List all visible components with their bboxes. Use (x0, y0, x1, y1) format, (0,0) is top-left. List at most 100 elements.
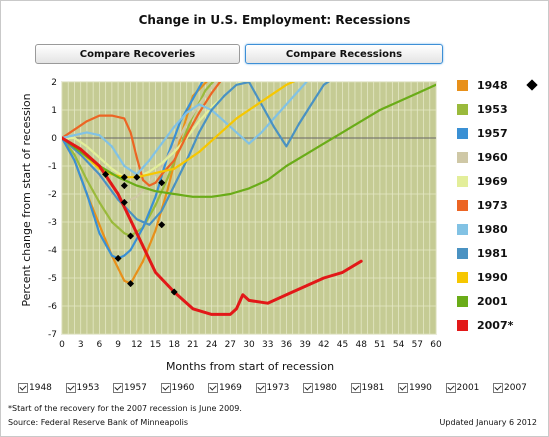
legend-swatch (457, 295, 468, 307)
checkbox-check-icon[interactable] (113, 383, 123, 393)
checkbox-label: 1990 (409, 383, 432, 393)
checkbox-1948[interactable]: 1948 (18, 383, 52, 393)
legend-swatch (457, 319, 468, 331)
legend-label: 1953 (477, 102, 508, 116)
checkbox-label: 1953 (76, 383, 100, 393)
legend-swatch (457, 79, 468, 91)
legend-item-1969[interactable]: 1969 (457, 174, 508, 188)
x-tick-label: 45 (337, 340, 348, 350)
trough-marker-1948 (127, 280, 135, 288)
legend-item-2007[interactable]: 2007* (457, 318, 513, 332)
legend-item-1981[interactable]: 1981 (457, 246, 508, 260)
y-tick-label: -3 (48, 218, 57, 228)
chart-title: Change in U.S. Employment: Recessions (138, 13, 411, 27)
legend-item-1990[interactable]: 1990 (457, 270, 508, 284)
checkbox-2007[interactable]: 2007 (493, 383, 527, 393)
checkbox-label: 1969 (219, 383, 242, 393)
legend-swatch (457, 271, 468, 283)
legend-label: 1948 (477, 78, 508, 92)
x-tick-label: 54 (393, 340, 405, 350)
checkbox-label: 2001 (456, 383, 480, 393)
checkbox-check-icon[interactable] (208, 383, 218, 393)
x-tick-label: 27 (225, 340, 236, 350)
checkbox-1981[interactable]: 1981 (350, 383, 384, 393)
compare-recoveries-button[interactable]: Compare Recoveries (35, 44, 240, 64)
x-tick-label: 3 (78, 340, 84, 350)
checkbox-1969[interactable]: 1969 (208, 383, 242, 393)
y-axis-label: Percent change from start of recession (20, 93, 33, 306)
trough-marker-2007 (170, 288, 178, 296)
compare-recessions-button[interactable]: Compare Recessions (245, 44, 443, 64)
checkbox-check-icon[interactable] (350, 383, 361, 393)
trough-marker-1960 (120, 198, 128, 206)
y-tick-label: -7 (48, 330, 57, 340)
x-tick-label: 18 (168, 340, 180, 350)
legend-label: 1960 (477, 150, 508, 164)
legend-swatch (457, 223, 468, 235)
y-tick-label: -6 (48, 302, 57, 312)
legend-swatch (457, 199, 468, 211)
checkbox-check-icon[interactable] (65, 383, 76, 393)
updated-date: Updated January 6 2012 (439, 418, 537, 427)
legend-item-1980[interactable]: 1980 (457, 222, 508, 236)
y-tick-label: 2 (51, 78, 57, 88)
checkbox-1957[interactable]: 1957 (113, 383, 147, 393)
footnote: *Start of the recovery for the 2007 rece… (8, 404, 242, 413)
trough-marker-1990 (120, 173, 128, 181)
x-tick-label: 6 (97, 340, 103, 350)
checkbox-label: 2007 (504, 383, 527, 393)
y-tick-label: 0 (51, 134, 57, 144)
checkbox-1973[interactable]: 1973 (255, 383, 290, 393)
legend-label: 1990 (477, 270, 508, 284)
trough-marker-1980 (102, 170, 110, 178)
checkbox-label: 1948 (29, 383, 52, 393)
series-line-2007 (62, 136, 363, 316)
checkbox-check-icon[interactable] (493, 383, 503, 393)
series-line-1980 (62, 82, 308, 176)
legend-label: 1969 (477, 174, 508, 188)
x-axis-label: Months from start of recession (166, 360, 334, 373)
y-tick-label: 1 (51, 106, 57, 116)
trough-marker-1973 (158, 179, 166, 187)
checkbox-1953[interactable]: 1953 (65, 383, 100, 393)
y-tick-label: -4 (48, 246, 57, 256)
checkbox-check-icon[interactable] (445, 383, 456, 393)
legend-item-1948[interactable]: 1948 (457, 78, 508, 92)
checkbox-1990[interactable]: 1990 (398, 383, 432, 393)
checkbox-check-icon[interactable] (398, 383, 408, 393)
x-tick-label: 57 (412, 340, 423, 350)
x-tick-label: 24 (206, 340, 218, 350)
x-tick-labels: 0 3 6 9 12 15 18 21 24 27 30 33 36 39 42 45 48 51 54 57 60 (59, 340, 442, 350)
checkbox-check-icon[interactable] (18, 383, 28, 393)
legend-label: 2007* (477, 318, 514, 332)
legend-item-1973[interactable]: 1973 (457, 198, 508, 212)
x-tick-label: 39 (299, 340, 311, 350)
legend-swatch (457, 103, 468, 115)
grid-lines (61, 81, 437, 335)
series-lines (62, 82, 436, 316)
y-tick-label: -1 (48, 162, 57, 172)
checkbox-label: 1973 (266, 383, 290, 393)
checkbox-2001[interactable]: 2001 (445, 383, 480, 393)
checkbox-1980[interactable]: 1980 (303, 383, 337, 393)
checkbox-check-icon[interactable] (160, 383, 171, 393)
legend-label: 1957 (477, 126, 508, 140)
trough-marker-2001 (120, 182, 128, 190)
x-tick-label: 9 (115, 340, 121, 350)
y-tick-label: -2 (48, 190, 57, 200)
legend-item-2001[interactable]: 2001 (457, 294, 508, 308)
legend-item-1953[interactable]: 1953 (457, 102, 508, 116)
legend-label: 2001 (477, 294, 508, 308)
x-tick-label: 36 (281, 340, 293, 350)
legend-item-1960[interactable]: 1960 (457, 150, 508, 164)
legend-item-1957[interactable]: 1957 (457, 126, 508, 140)
checkbox-label: 1960 (171, 383, 195, 393)
x-tick-label: 33 (262, 340, 273, 350)
checkbox-check-icon[interactable] (303, 383, 313, 393)
checkbox-check-icon[interactable] (255, 383, 266, 393)
x-tick-label: 42 (318, 340, 329, 350)
series-line-1973 (62, 82, 222, 187)
checkbox-1960[interactable]: 1960 (160, 383, 195, 393)
y-tick-label: -5 (48, 274, 57, 284)
